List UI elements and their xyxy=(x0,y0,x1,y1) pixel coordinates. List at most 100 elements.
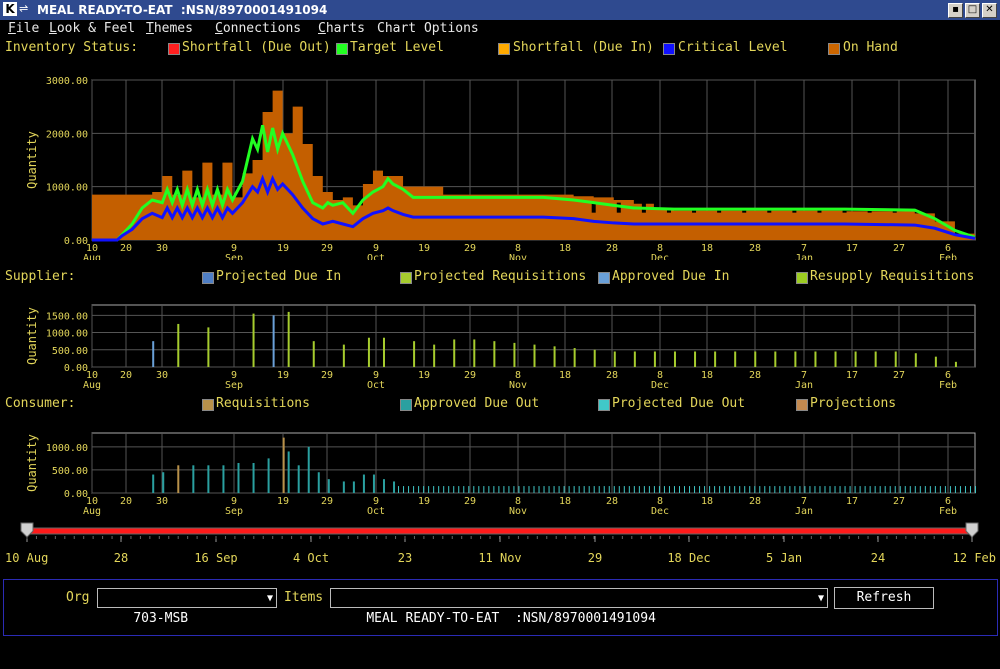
x-tick-label: 20 xyxy=(120,496,132,507)
slider-handle-left xyxy=(20,522,34,538)
consumer-bar xyxy=(909,486,911,493)
y-tick-label: 1000.00 xyxy=(46,183,88,194)
legend-projections: Projections xyxy=(810,396,897,411)
maximize-button[interactable]: □ xyxy=(965,3,980,18)
supplier-bar xyxy=(934,356,937,367)
legend-projected-due-out: Projected Due Out xyxy=(612,396,746,411)
consumer-bar xyxy=(443,486,445,493)
minimize-button[interactable]: ▪ xyxy=(948,3,963,18)
consumer-bar xyxy=(663,486,665,493)
y-axis-label: Quantity xyxy=(25,434,39,492)
legend-swatch-on-hand xyxy=(828,43,840,55)
menu-connections[interactable]: Connections xyxy=(215,21,302,36)
consumer-bar xyxy=(563,486,565,493)
menu-bar: File Look & Feel Themes Connections Char… xyxy=(0,20,1000,38)
consumer-bar xyxy=(423,486,425,493)
supplier-bar xyxy=(287,311,290,367)
month-label: Aug xyxy=(83,253,101,260)
consumer-bar xyxy=(513,486,515,493)
consumer-bar xyxy=(719,486,721,493)
x-tick-label: 6 xyxy=(945,243,951,254)
consumer-bar xyxy=(704,486,706,493)
consumer-bar xyxy=(643,486,645,493)
consumer-bar xyxy=(899,486,901,493)
title-bar: K ⇌ MEAL READY-TO-EAT :NSN/8970001491094… xyxy=(0,0,1000,21)
supplier-bar xyxy=(774,351,777,367)
menu-look-and-feel[interactable]: Look & Feel xyxy=(49,21,136,36)
month-label: Feb xyxy=(939,253,957,260)
consumer-bar xyxy=(949,486,951,493)
legend-requisitions: Requisitions xyxy=(216,396,310,411)
supplier-bar xyxy=(413,341,416,367)
legend-swatch-projections xyxy=(796,399,808,411)
y-axis-label: Quantity xyxy=(25,307,39,365)
consumer-bar xyxy=(598,486,600,493)
supplier-bar xyxy=(342,344,345,367)
menu-charts[interactable]: Charts xyxy=(318,21,365,36)
consumer-bar xyxy=(964,486,966,493)
supplier-bar xyxy=(367,337,370,367)
app-icon[interactable]: K xyxy=(3,2,17,16)
x-tick-label: 7 xyxy=(801,243,807,254)
x-tick-label: 9 xyxy=(231,496,237,507)
legend-approved-due-in: Approved Due In xyxy=(612,269,730,284)
month-label: Feb xyxy=(939,506,957,517)
month-label: Jan xyxy=(795,380,813,390)
items-select[interactable]: MEAL READY-TO-EAT :NSN/8970001491094 ▼ xyxy=(330,588,828,626)
legend-critical-level: Critical Level xyxy=(678,40,788,55)
x-tick-label: 19 xyxy=(418,496,430,507)
legend-projected-due-in: Projected Due In xyxy=(216,269,342,284)
consumer-bar xyxy=(749,486,751,493)
consumer-bar xyxy=(699,486,701,493)
supplier-bar xyxy=(954,361,957,367)
month-label: Aug xyxy=(83,380,101,390)
y-tick-label: 3000.00 xyxy=(46,76,88,87)
chevron-down-icon[interactable]: ▼ xyxy=(266,593,273,604)
consumer-bar xyxy=(483,486,485,493)
x-tick-label: 9 xyxy=(373,370,379,381)
consumer-bar xyxy=(884,486,886,493)
chevron-down-icon[interactable]: ▼ xyxy=(817,593,824,604)
x-tick-label: 19 xyxy=(418,370,430,381)
slider-tick-label: 11 Nov xyxy=(478,551,521,565)
consumer-bar xyxy=(734,486,736,493)
system-menu-icon[interactable]: ⇌ xyxy=(19,2,29,15)
menu-file[interactable]: File xyxy=(8,21,40,36)
close-button[interactable]: ✕ xyxy=(982,3,997,18)
consumer-bar xyxy=(282,437,285,493)
consumer-bar xyxy=(603,486,605,493)
consumer-bar xyxy=(553,486,555,493)
critical-level-line xyxy=(92,174,976,242)
supplier-bar xyxy=(533,344,536,367)
consumer-bar xyxy=(393,481,396,493)
consumer-bar xyxy=(498,486,500,493)
supplier-bar xyxy=(252,313,255,367)
x-tick-label: 17 xyxy=(846,496,858,507)
x-tick-label: 30 xyxy=(156,370,168,381)
refresh-button[interactable]: Refresh xyxy=(834,587,934,609)
consumer-bar xyxy=(252,463,255,493)
consumer-bar xyxy=(709,486,711,493)
consumer-bar xyxy=(222,465,225,493)
consumer-bar xyxy=(834,486,836,493)
month-label: Sep xyxy=(225,506,243,517)
consumer-bar xyxy=(317,472,320,493)
inventory-status-chart[interactable]: 0.00 1000.00 2000.00 3000.00 10 20 30 9 19 29 9 19 2… xyxy=(0,60,1000,260)
consumer-bar xyxy=(844,486,846,493)
supplier-bar xyxy=(553,346,556,367)
menu-chart-options[interactable]: Chart Options xyxy=(377,21,479,36)
org-select[interactable]: 703-MSB ▼ xyxy=(97,588,277,626)
window-title: MEAL READY-TO-EAT :NSN/8970001491094 xyxy=(37,3,328,17)
y-tick-label: 1500.00 xyxy=(46,311,88,322)
consumer-bar xyxy=(975,486,976,493)
menu-themes[interactable]: Themes xyxy=(146,21,193,36)
consumer-bar xyxy=(413,486,415,493)
supplier-chart[interactable]: 0.00 500.00 1000.00 1500.00 10 20 30 9 19 29 9 19 29… xyxy=(0,290,1000,390)
consumer-bar xyxy=(724,486,726,493)
consumer-chart[interactable]: 0.00 500.00 1000.00 10 20 30 9 19 29 9 19 29 8 18 28 8 1… xyxy=(0,418,1000,518)
supplier-bar xyxy=(653,351,656,367)
consumer-bar xyxy=(237,463,240,493)
x-tick-label: 10 xyxy=(86,496,98,507)
time-range-slider[interactable]: 10 Aug 28 16 Sep 4 Oct 23 11 Nov 29 18 Dec 5 Jan… xyxy=(0,520,1000,568)
supplier-bar xyxy=(513,342,516,367)
